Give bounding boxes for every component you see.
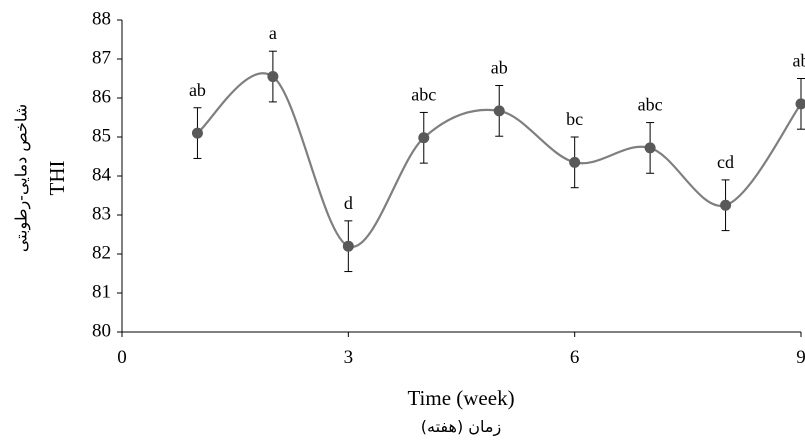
y-tick-label: 83 xyxy=(92,203,111,224)
y-tick-label: 85 xyxy=(92,125,111,146)
significance-label: d xyxy=(344,193,353,213)
significance-label: ab xyxy=(491,58,508,78)
x-axis-title: Time (week) xyxy=(407,386,514,410)
y-tick-label: 84 xyxy=(92,164,112,185)
significance-label: abc xyxy=(411,84,436,104)
axes xyxy=(121,20,801,333)
y-axis-title: THI xyxy=(45,161,69,196)
error-bars xyxy=(193,50,805,273)
x-tick-label: 0 xyxy=(117,347,127,368)
x-axis-title-persian: زمان (هفته) xyxy=(421,417,501,437)
series-line xyxy=(196,72,802,248)
y-tick-label: 88 xyxy=(92,8,111,29)
data-point xyxy=(342,240,354,252)
data-point xyxy=(267,71,279,83)
y-ticks: 80 81 82 83 84 85 86 87 88 xyxy=(92,8,122,341)
x-tick-label: 3 xyxy=(344,347,354,368)
y-tick-label: 81 xyxy=(92,281,111,302)
significance-label: bc xyxy=(566,109,583,129)
data-point xyxy=(569,156,581,168)
significance-label: cd xyxy=(717,152,734,172)
y-axis-title-persian: شاخص دمایی-رطوبتی xyxy=(12,104,32,252)
data-point xyxy=(191,127,203,139)
data-point xyxy=(644,142,656,154)
x-ticks: 0 3 6 9 xyxy=(117,332,805,368)
y-tick-label: 82 xyxy=(92,242,111,263)
data-point xyxy=(720,199,732,211)
y-tick-label: 86 xyxy=(92,86,111,107)
significance-label: abc xyxy=(638,95,663,115)
significance-label: a xyxy=(269,23,277,43)
x-tick-label: 6 xyxy=(570,347,580,368)
significance-label: ab xyxy=(793,51,805,71)
y-tick-label: 80 xyxy=(92,320,111,341)
significance-label: ab xyxy=(189,80,206,100)
x-tick-label: 9 xyxy=(796,347,805,368)
data-point xyxy=(795,98,805,110)
y-tick-label: 87 xyxy=(92,47,111,68)
significance-labels: ab a d abc ab bc abc cd ab xyxy=(189,23,805,213)
data-points xyxy=(191,71,805,252)
data-point xyxy=(493,105,505,117)
data-point xyxy=(418,132,430,144)
